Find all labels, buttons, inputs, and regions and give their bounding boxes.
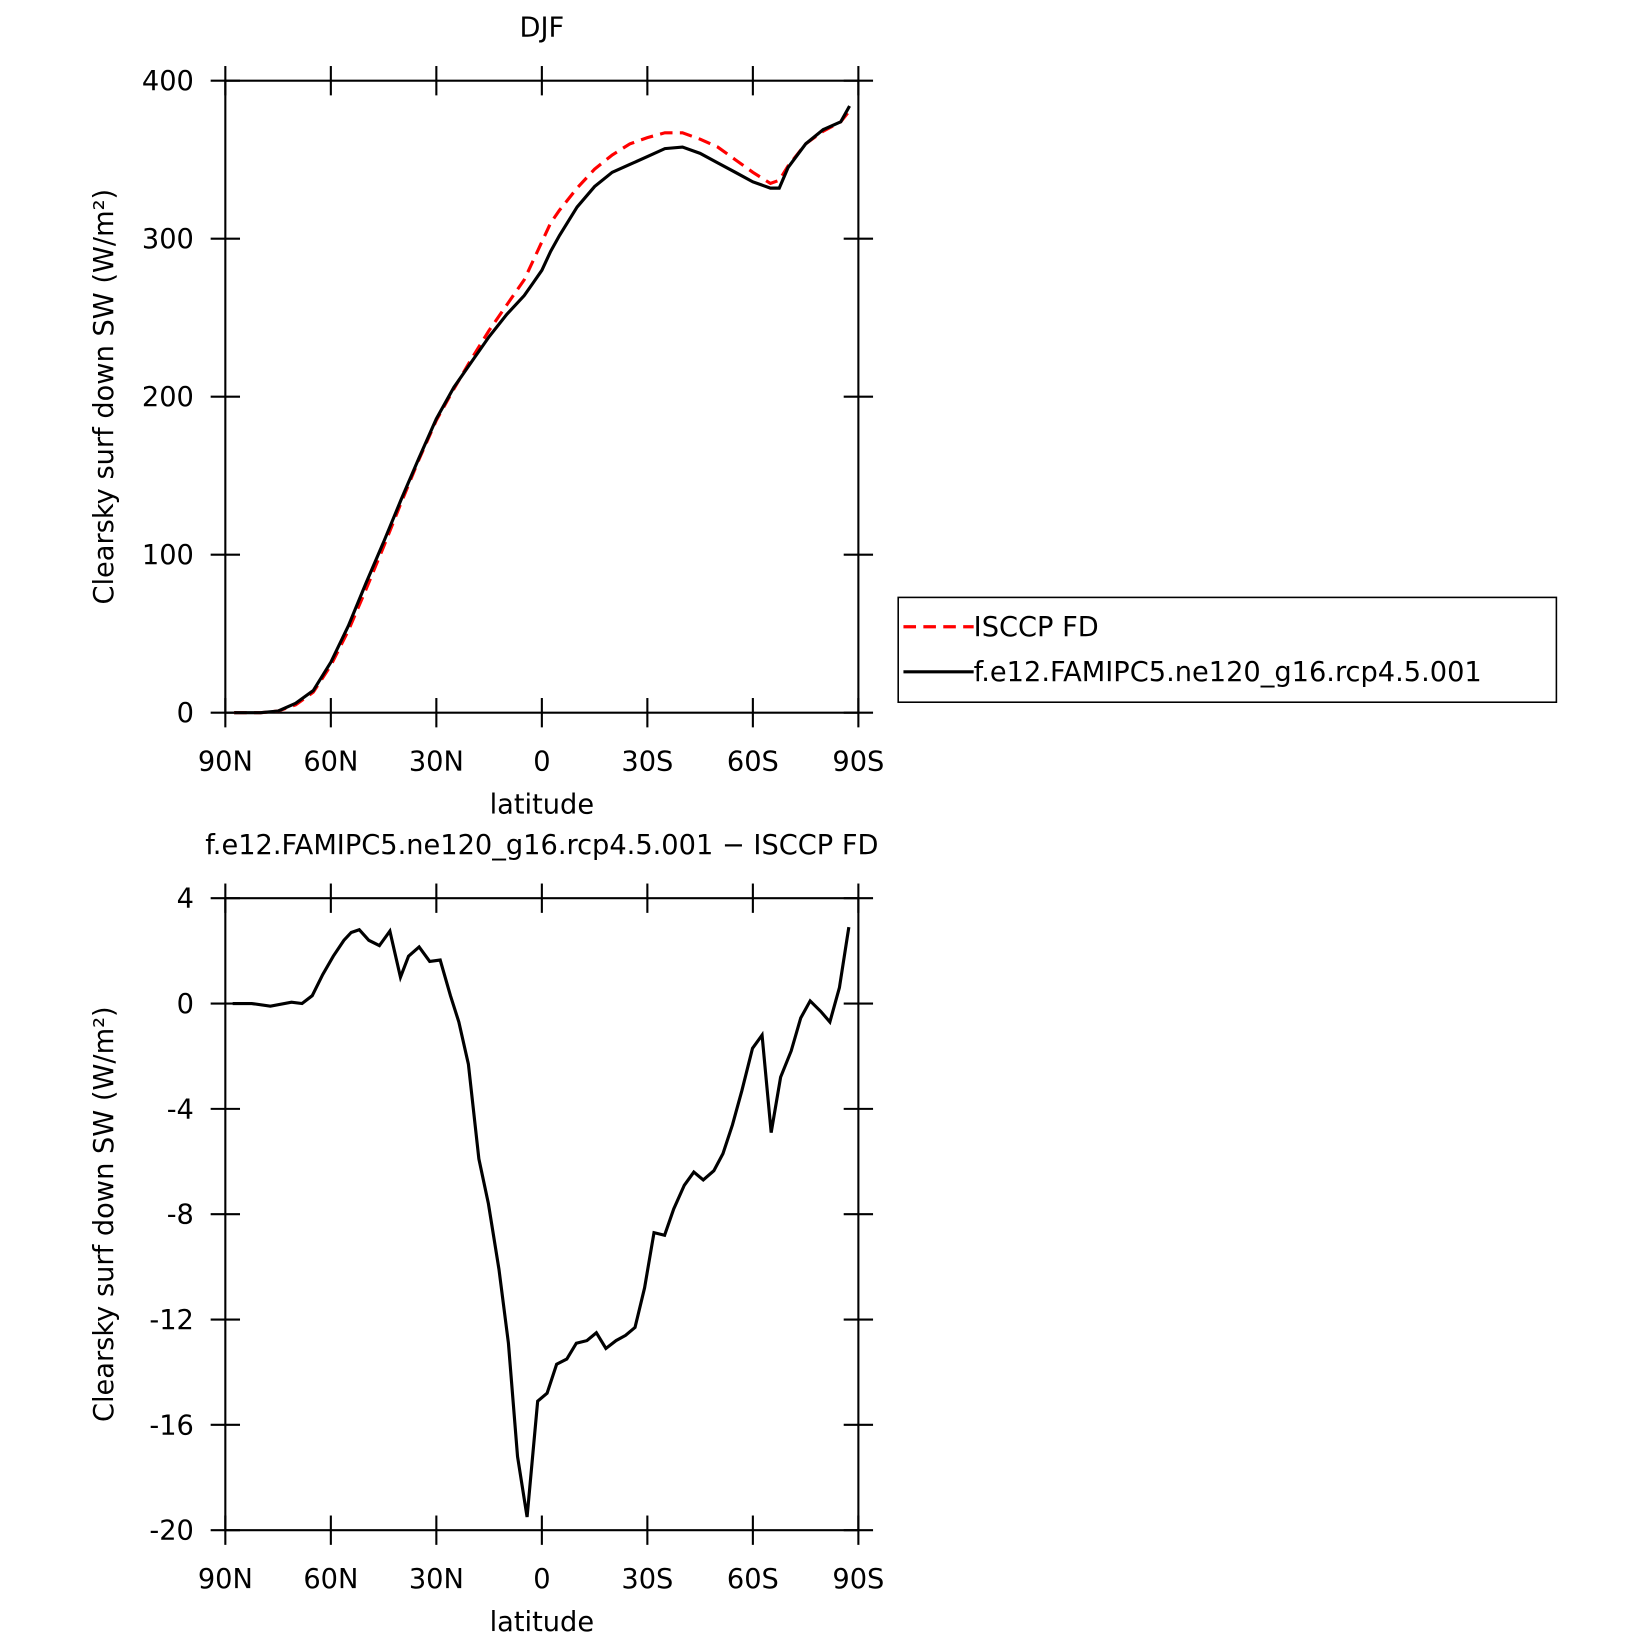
x-tick-label: 30N <box>409 746 464 777</box>
x-tick-label: 0 <box>533 746 550 777</box>
x-tick-label: 90N <box>198 746 253 777</box>
data-line <box>232 926 851 1518</box>
x-tick-label: 30S <box>621 746 673 777</box>
y-tick-label: 400 <box>142 66 194 97</box>
x-tick-label: 90S <box>832 746 884 777</box>
x-axis-label: latitude <box>490 1607 594 1635</box>
x-tick-label: 60S <box>727 746 779 777</box>
x-tick-label: 30N <box>409 1564 464 1595</box>
y-tick-label: 4 <box>177 884 194 915</box>
y-tick-label: -20 <box>149 1516 193 1547</box>
y-tick-label: 0 <box>177 698 194 729</box>
legend-label: f.e12.FAMIPC5.ne120_g16.rcp4.5.001 <box>974 657 1482 688</box>
x-tick-label: 0 <box>533 1564 550 1595</box>
y-tick-label: 0 <box>177 989 194 1020</box>
data-line <box>234 105 851 715</box>
y-tick-label: 200 <box>142 382 194 413</box>
legend-box <box>897 596 1558 703</box>
x-tick-label: 30S <box>621 1564 673 1595</box>
y-axis-label: Clearsky surf down SW (W/m²) <box>89 189 120 605</box>
x-tick-label: 60N <box>303 746 358 777</box>
chart-title: DJF <box>520 13 565 44</box>
legend-label: ISCCP FD <box>974 612 1099 643</box>
y-tick-label: 300 <box>142 224 194 255</box>
x-tick-label: 60S <box>727 1564 779 1595</box>
x-tick-label: 90N <box>198 1564 253 1595</box>
chart-title: f.e12.FAMIPC5.ne120_g16.rcp4.5.001 − ISC… <box>205 830 878 861</box>
y-tick-label: -16 <box>149 1410 193 1441</box>
x-tick-label: 60N <box>303 1564 358 1595</box>
x-axis-label: latitude <box>490 789 594 820</box>
data-line <box>234 109 851 715</box>
y-tick-label: -8 <box>167 1200 194 1231</box>
y-tick-label: -4 <box>167 1094 194 1125</box>
plot-frame <box>224 897 860 1532</box>
x-tick-label: 90S <box>832 1564 884 1595</box>
y-axis-label: Clearsky surf down SW (W/m²) <box>89 1006 120 1422</box>
y-tick-label: -12 <box>149 1305 193 1336</box>
y-tick-label: 100 <box>142 540 194 571</box>
plot-frame <box>224 79 860 714</box>
